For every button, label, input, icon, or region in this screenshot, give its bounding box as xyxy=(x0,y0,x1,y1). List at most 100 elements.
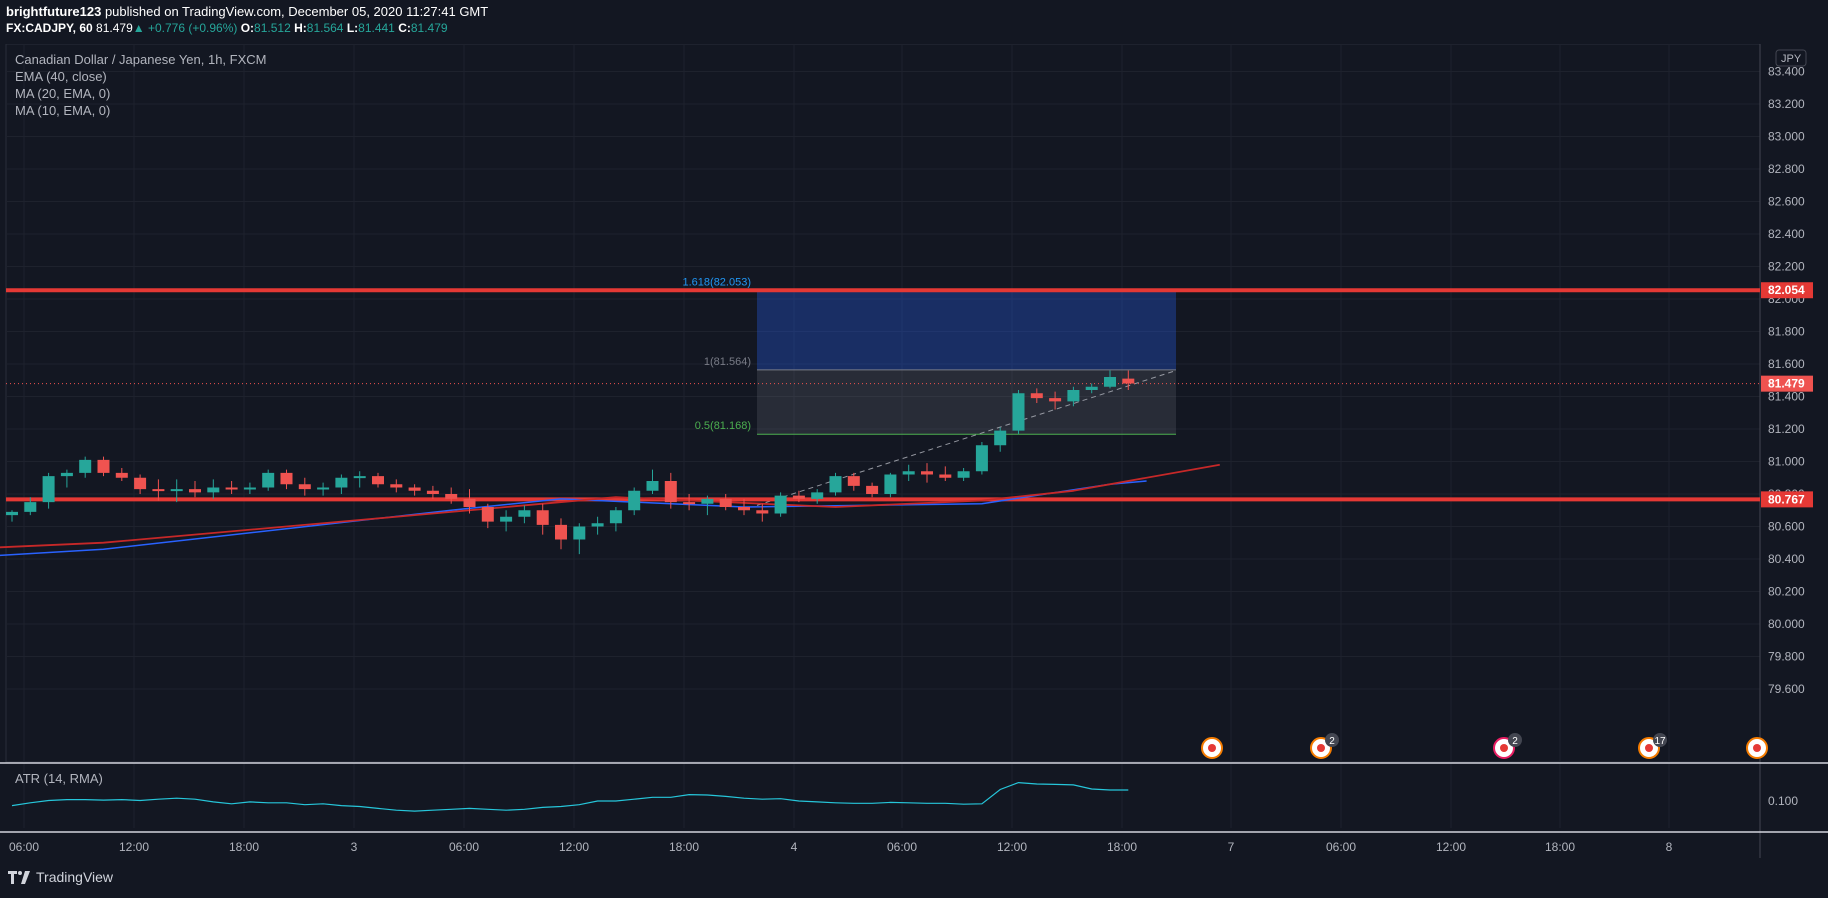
candle-body xyxy=(24,502,37,512)
time-tick-label: 7 xyxy=(1228,840,1235,854)
time-tick-label: 18:00 xyxy=(1545,840,1575,854)
candle-body xyxy=(591,523,604,527)
event-count-label: 2 xyxy=(1329,736,1335,747)
price-tick-label: 82.800 xyxy=(1768,162,1805,176)
time-tick-label: 18:00 xyxy=(1107,840,1137,854)
tradingview-logo-icon xyxy=(8,870,30,884)
currency-badge xyxy=(1775,49,1807,67)
time-tick-label: 18:00 xyxy=(669,840,699,854)
candle-body xyxy=(1030,393,1043,399)
tradingview-brand[interactable]: TradingView xyxy=(8,869,113,885)
low-label: L: xyxy=(346,21,359,35)
fib-level-label: 1(81.564) xyxy=(704,356,751,368)
price-badge xyxy=(1761,375,1813,392)
price-tick-label: 81.600 xyxy=(1768,357,1805,371)
candle-body xyxy=(811,492,824,499)
candle-body xyxy=(866,485,879,494)
quote-line: FX:CADJPY, 60 81.479▲ +0.776 (+0.96%) O:… xyxy=(6,21,448,35)
price-tick-label: 79.600 xyxy=(1768,682,1805,696)
fib-level-label: 0.5(81.168) xyxy=(695,420,751,432)
candle-body xyxy=(573,526,586,540)
event-count-label: 2 xyxy=(1512,736,1518,747)
currency-label: JPY xyxy=(1781,53,1802,65)
candle-body xyxy=(353,476,366,479)
candle-body xyxy=(60,472,73,477)
candle-body xyxy=(1104,377,1116,387)
candle-body xyxy=(829,476,842,493)
candle-body xyxy=(445,494,458,499)
high-value: 81.564 xyxy=(306,21,344,35)
symbol-label[interactable]: FX:CADJPY, 60 xyxy=(6,21,93,35)
candle-body xyxy=(243,487,256,490)
candle-body xyxy=(79,459,92,473)
candle-body xyxy=(170,489,183,492)
event-count-label: 17 xyxy=(1654,736,1666,747)
price-tick-label: 80.600 xyxy=(1768,520,1805,534)
candle-body xyxy=(1122,378,1135,384)
price-tick-label: 81.200 xyxy=(1768,422,1805,436)
event-count-badge xyxy=(1325,733,1339,747)
indicator-ma-20[interactable]: MA (20, EMA, 0) xyxy=(15,86,111,101)
candle-body xyxy=(97,459,110,473)
candle-body xyxy=(738,507,750,511)
price-tick-label: 81.400 xyxy=(1768,390,1805,404)
main-pane xyxy=(5,43,1761,763)
atr-line xyxy=(11,781,1129,812)
candle-body xyxy=(1067,390,1080,402)
candle-body xyxy=(207,487,220,493)
candle-body xyxy=(426,490,439,494)
price-badge-label: 82.054 xyxy=(1768,283,1805,297)
event-dot xyxy=(1208,744,1216,752)
price-tick-label: 83.000 xyxy=(1768,130,1805,144)
price-tick-label: 82.200 xyxy=(1768,260,1805,274)
price-tick-label: 82.600 xyxy=(1768,195,1805,209)
event-count-badge xyxy=(1653,733,1667,747)
candle-body xyxy=(555,524,567,540)
indicator-ma-10[interactable]: MA (10, EMA, 0) xyxy=(15,103,111,118)
candle-body xyxy=(664,481,677,503)
price-tick-label: 80.400 xyxy=(1768,552,1805,566)
price-tick-label: 79.800 xyxy=(1768,650,1805,664)
price-tick-label: 80.200 xyxy=(1768,585,1805,599)
last-price: 81.479 xyxy=(96,21,133,35)
candle-body xyxy=(500,516,513,522)
time-tick-label: 06:00 xyxy=(1326,840,1356,854)
candle-body xyxy=(280,472,293,485)
candle-body xyxy=(683,502,696,505)
price-tick-label: 82.400 xyxy=(1768,227,1805,241)
fib-extension-zone xyxy=(757,290,1176,370)
candle-body xyxy=(6,511,18,516)
indicator-ema-40[interactable]: EMA (40, close) xyxy=(15,69,107,84)
candle-body xyxy=(902,471,915,475)
author-name[interactable]: brightfuture123 xyxy=(6,4,102,19)
candle-body xyxy=(1085,386,1098,390)
time-axis: 06:00 12:00 18:00 3 06:00 12:00 18:00 4 06:00 12:… xyxy=(9,840,1673,854)
time-tick-label: 12:00 xyxy=(119,840,149,854)
open-label: O: xyxy=(240,21,255,35)
close-value: 81.479 xyxy=(410,21,448,35)
time-tick-label: 12:00 xyxy=(1436,840,1466,854)
footer-bar: TradingView xyxy=(0,858,1828,898)
candle-body xyxy=(756,510,769,514)
candle-body xyxy=(957,471,970,478)
candle-body xyxy=(463,498,476,507)
open-value: 81.512 xyxy=(254,21,291,35)
candle-body xyxy=(792,495,805,499)
atr-indicator-label[interactable]: ATR (14, RMA) xyxy=(15,771,103,786)
candle-body xyxy=(975,445,988,472)
price-badge xyxy=(1761,491,1813,508)
chart-title[interactable]: Canadian Dollar / Japanese Yen, 1h, FXCM xyxy=(15,52,267,67)
publish-text: published on TradingView.com, December 0… xyxy=(101,4,489,19)
event-dot xyxy=(1645,744,1653,752)
candle-body xyxy=(774,495,787,514)
price-tick-label: 83.400 xyxy=(1768,65,1805,79)
event-dot xyxy=(1500,744,1508,752)
close-label: C: xyxy=(398,21,411,35)
price-tick-label: 81.800 xyxy=(1768,325,1805,339)
fib-trend-line xyxy=(756,370,1177,506)
candle-body xyxy=(262,472,275,488)
time-tick-label: 12:00 xyxy=(559,840,589,854)
price-tick-label: 81.000 xyxy=(1768,455,1805,469)
candle-body xyxy=(701,498,714,504)
